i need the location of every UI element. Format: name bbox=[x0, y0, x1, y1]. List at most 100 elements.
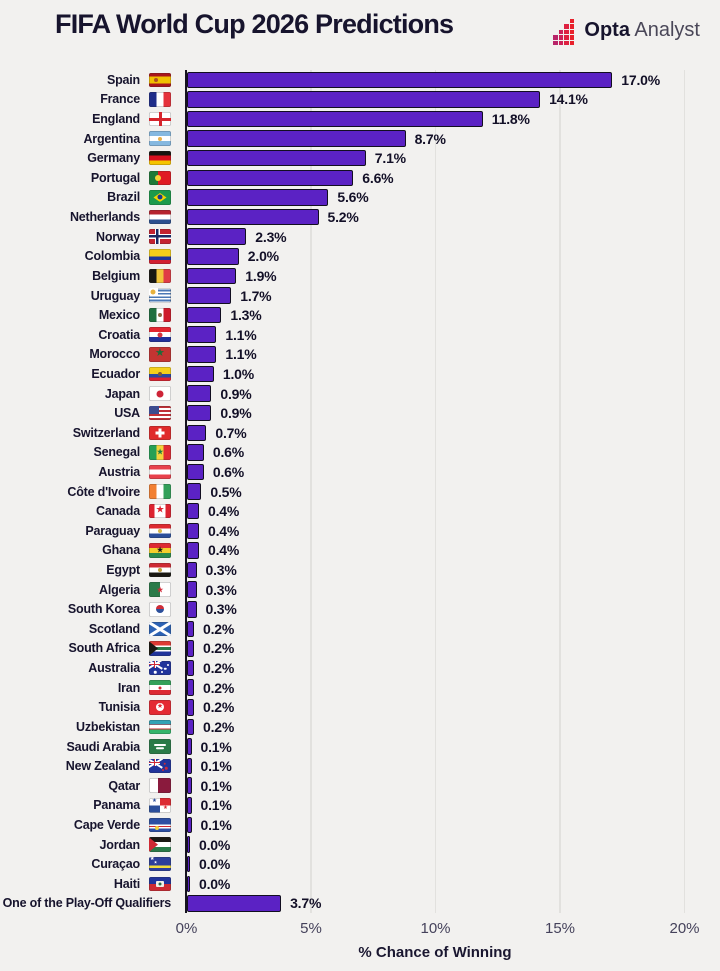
value-label: 3.7% bbox=[290, 895, 322, 912]
c-te-d-ivoire-flag-icon bbox=[149, 484, 171, 499]
logo-square bbox=[569, 40, 575, 45]
chart-row: Algeria ★ 0.3% bbox=[0, 580, 720, 600]
probability-bar bbox=[187, 836, 190, 853]
country-label: Canada bbox=[96, 504, 140, 519]
country-label: Uzbekistan bbox=[76, 719, 140, 734]
logo-square bbox=[564, 35, 569, 40]
chart-row: Haiti 0.0% bbox=[0, 874, 720, 894]
chart-row: Norway 2.3% bbox=[0, 227, 720, 247]
value-label: 1.1% bbox=[225, 346, 257, 363]
bar-zone: 0.2% bbox=[187, 620, 720, 638]
bar-zone: 0.4% bbox=[187, 502, 720, 520]
bar-rows: Spain 17.0% France 14.1% England 11.8% Argenti… bbox=[0, 70, 720, 913]
bar-zone: 0.1% bbox=[187, 757, 720, 775]
logo-square bbox=[553, 40, 558, 45]
country-label: Senegal bbox=[93, 445, 140, 460]
dot-mark bbox=[154, 825, 159, 830]
chart-row: Iran 0.2% bbox=[0, 678, 720, 698]
opta-logo-icon bbox=[553, 16, 577, 45]
logo-square-column bbox=[558, 29, 564, 45]
tunisia-flag-icon: ★ bbox=[149, 700, 171, 715]
logo-analyst-text: Analyst bbox=[634, 19, 700, 41]
value-label: 0.3% bbox=[205, 562, 237, 579]
chart-row: Ghana ★ 0.4% bbox=[0, 541, 720, 561]
country-label: France bbox=[100, 92, 140, 107]
bar-zone: 0.9% bbox=[187, 385, 720, 402]
country-label: Mexico bbox=[98, 308, 140, 323]
value-label: 2.3% bbox=[255, 228, 287, 245]
chart-row: Saudi Arabia 0.1% bbox=[0, 737, 720, 757]
country-label: Cape Verde bbox=[73, 817, 140, 832]
probability-bar bbox=[187, 777, 192, 794]
dot-mark bbox=[158, 313, 162, 318]
mexico-flag-icon bbox=[149, 307, 171, 323]
bar-mark bbox=[156, 747, 164, 749]
probability-bar bbox=[187, 130, 406, 147]
value-label: 0.3% bbox=[205, 601, 237, 618]
country-label: Paraguay bbox=[85, 523, 140, 538]
chart-row: Netherlands 5.2% bbox=[0, 207, 720, 227]
panama-flag-icon: ★ ★ bbox=[149, 798, 171, 813]
norway-flag-icon bbox=[149, 229, 171, 244]
value-label: 1.7% bbox=[240, 287, 272, 304]
chart-row: Tunisia ★ 0.2% bbox=[0, 698, 720, 718]
tri-mark bbox=[149, 641, 158, 656]
country-label: Austria bbox=[98, 464, 140, 479]
bar-zone: 1.1% bbox=[187, 326, 720, 343]
value-label: 11.8% bbox=[491, 111, 530, 128]
value-label: 0.5% bbox=[210, 483, 242, 500]
france-flag-icon bbox=[149, 92, 171, 107]
bar-zone: 0.7% bbox=[187, 424, 720, 442]
bar-zone: 5.6% bbox=[187, 189, 720, 206]
chart-row: Spain 17.0% bbox=[0, 70, 720, 90]
probability-bar bbox=[187, 346, 217, 363]
country-label: Ghana bbox=[102, 543, 140, 558]
bar-zone: 0.1% bbox=[187, 738, 720, 755]
logo-square bbox=[558, 29, 564, 34]
probability-bar bbox=[187, 561, 197, 579]
tri-mark bbox=[149, 837, 158, 852]
value-label: 5.6% bbox=[337, 189, 369, 206]
new-zealand-flag-icon bbox=[149, 758, 171, 774]
bar-zone: 0.2% bbox=[187, 718, 720, 736]
value-label: 1.3% bbox=[230, 307, 262, 324]
chart-row: One of the Play-Off Qualifiers 3.7% bbox=[0, 894, 720, 914]
country-label: Iran bbox=[117, 680, 140, 695]
bar-zone: 0.0% bbox=[187, 836, 720, 853]
chart-row: Germany 7.1% bbox=[0, 148, 720, 168]
cross-mark bbox=[149, 111, 171, 127]
bar-zone: 2.0% bbox=[187, 248, 720, 265]
country-label: Algeria bbox=[99, 582, 140, 597]
dot-mark bbox=[153, 670, 157, 674]
value-label: 7.1% bbox=[374, 150, 406, 167]
logo-square bbox=[564, 24, 569, 29]
probability-bar bbox=[187, 287, 232, 304]
country-label: Switzerland bbox=[72, 425, 140, 440]
bar-zone: 0.2% bbox=[187, 679, 720, 696]
dot-mark bbox=[150, 289, 156, 295]
chart-row: Japan 0.9% bbox=[0, 384, 720, 404]
value-label: 0.0% bbox=[199, 856, 231, 873]
bar-zone: 8.7% bbox=[187, 130, 720, 147]
country-label: Haiti bbox=[113, 876, 140, 891]
value-label: 6.6% bbox=[362, 169, 394, 186]
dot-mark bbox=[158, 528, 162, 533]
dot-mark bbox=[164, 767, 168, 770]
gridline bbox=[434, 70, 437, 913]
dot-mark bbox=[154, 174, 161, 181]
scotland-flag-icon bbox=[149, 621, 171, 637]
chart-row: Uzbekistan 0.2% bbox=[0, 717, 720, 737]
ecuador-flag-icon bbox=[149, 366, 171, 382]
logo-square bbox=[564, 29, 569, 34]
cross-mark bbox=[149, 229, 171, 244]
morocco-flag-icon: ★ bbox=[149, 347, 171, 362]
bar-zone: 7.1% bbox=[187, 149, 720, 167]
x-tick-label: 20% bbox=[669, 920, 700, 937]
probability-bar bbox=[187, 738, 192, 755]
value-label: 17.0% bbox=[621, 71, 660, 88]
paraguay-flag-icon bbox=[149, 523, 171, 539]
probability-bar bbox=[187, 385, 212, 402]
country-label: Germany bbox=[87, 151, 140, 166]
value-label: 0.4% bbox=[208, 503, 240, 520]
star-mark: ★ bbox=[153, 859, 158, 865]
